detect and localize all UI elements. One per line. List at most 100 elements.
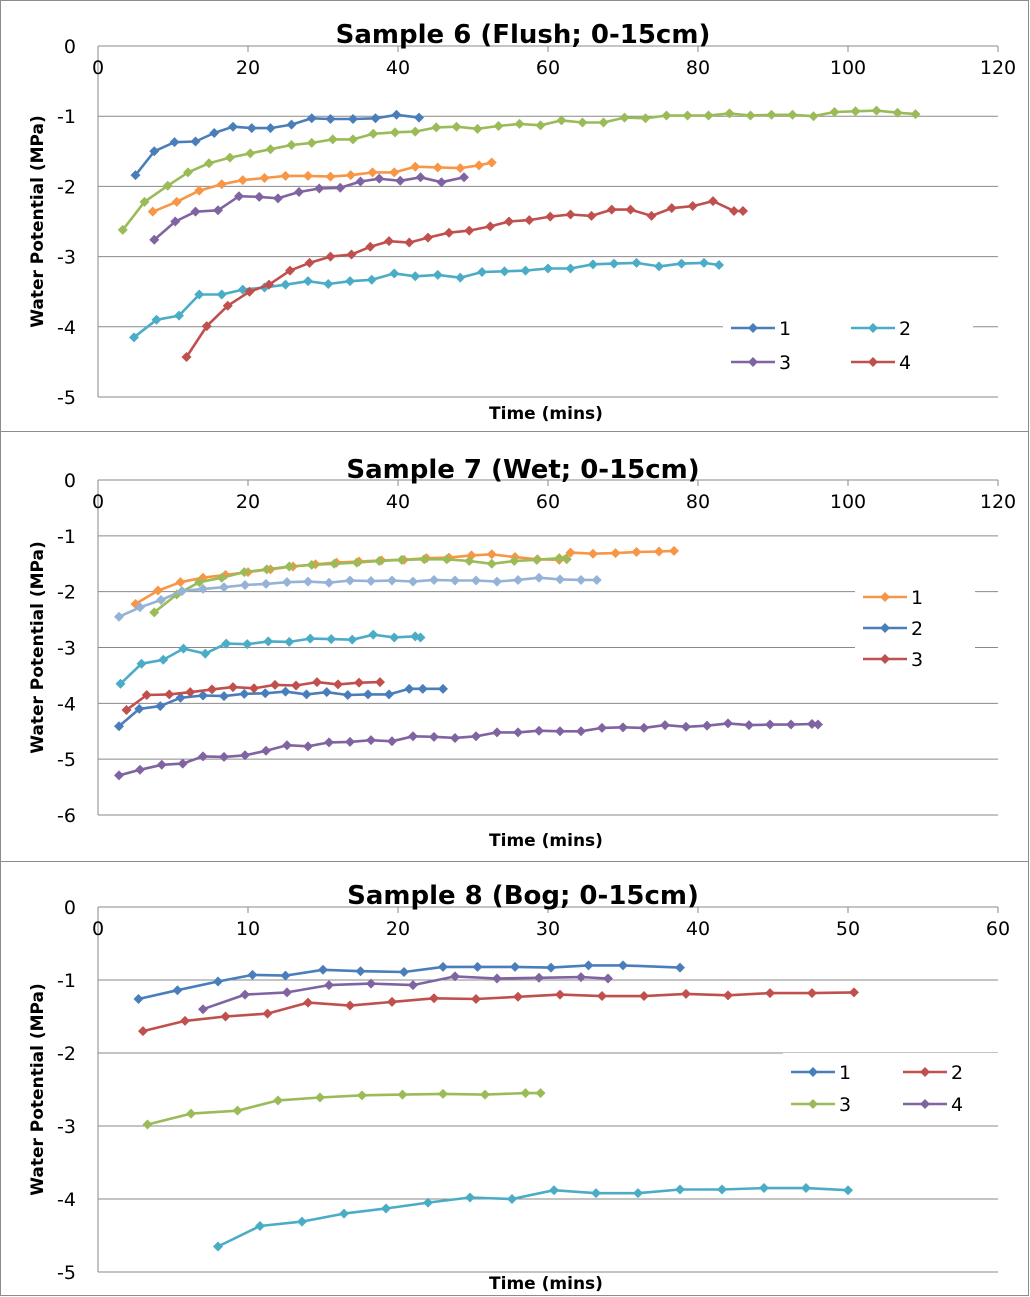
c1-data-point [175, 692, 186, 703]
c0-data-point [259, 172, 270, 183]
c0-data-point [493, 121, 504, 132]
c2-data-point [546, 962, 556, 973]
chart-svg-sample-8: 0 -1 -2 -3 -4 -5 0 10 20 30 40 50 60 Sample 8 (Bog; 0… [28, 881, 1017, 1294]
c1-data-point [175, 577, 186, 588]
c0-series-1 [130, 109, 424, 181]
c1-data-point [194, 577, 205, 588]
c1-data-point [284, 561, 295, 572]
c0-data-point [787, 109, 798, 120]
c2-data-point [232, 1105, 243, 1116]
c1-data-point [404, 683, 415, 694]
c0-data-point [485, 221, 496, 232]
c1-data-point [282, 740, 292, 751]
c1-data-point [219, 751, 229, 762]
c0-x-axis-title: Time (mins) [489, 404, 603, 424]
c2-data-point [355, 966, 366, 977]
c1-y-tick-label: -4 [57, 693, 76, 715]
c1-data-point [786, 719, 796, 730]
c0-data-point [303, 276, 313, 287]
c0-data-point [410, 271, 421, 282]
c0-legend: 1 2 3 4 [723, 308, 973, 382]
c1-data-point [415, 632, 426, 643]
c1-data-point [306, 559, 317, 570]
c0-data-point [151, 314, 162, 325]
c1-data-point [387, 736, 397, 747]
c0-data-point [139, 196, 150, 207]
c0-data-point [228, 121, 238, 132]
c1-data-point [387, 575, 397, 586]
c1-series-line [118, 576, 597, 618]
c0-data-point [201, 321, 212, 332]
c0-series-line [133, 261, 720, 339]
c1-data-point [261, 578, 271, 589]
c0-data-point [325, 114, 336, 125]
c0-data-point [327, 134, 338, 145]
c0-data-point [367, 167, 378, 178]
c0-data-point [303, 170, 313, 181]
c0-data-point [654, 261, 664, 272]
c1-data-point [509, 555, 520, 566]
c0-data-point [871, 105, 882, 116]
c1-data-point [303, 741, 313, 752]
c0-data-point [606, 204, 617, 215]
c2-x-tick-label: 40 [686, 918, 710, 940]
c0-data-point [245, 148, 256, 159]
c0-data-point [345, 276, 355, 287]
c0-data-point [414, 112, 424, 123]
c1-series-2 [114, 683, 448, 732]
c1-data-point [534, 725, 544, 736]
c1-data-point [153, 585, 163, 596]
c0-data-point [910, 109, 921, 120]
c0-data-point [345, 170, 356, 181]
c1-data-point [207, 684, 217, 695]
c1-x-tick-label: 60 [536, 491, 560, 513]
c0-data-point [609, 258, 619, 269]
c1-data-point [744, 720, 754, 731]
c0-data-point [477, 267, 487, 278]
c0-data-point [391, 109, 402, 120]
c0-data-point [254, 191, 265, 202]
c0-data-point [464, 225, 475, 236]
c0-data-point [234, 191, 244, 202]
c1-data-point [807, 718, 817, 729]
c0-data-point [543, 263, 553, 274]
c0-data-point [714, 260, 724, 271]
c0-data-point [451, 121, 462, 132]
c0-data-point [631, 257, 642, 268]
c1-data-point [660, 720, 670, 731]
c1-data-point [565, 547, 576, 558]
c1-x-tick-label: 80 [686, 491, 710, 513]
c0-data-point [676, 258, 687, 269]
c2-data-point [597, 991, 607, 1002]
c2-data-point [397, 1089, 408, 1100]
c1-x-tick-label: 120 [980, 491, 1016, 513]
c1-data-point [555, 574, 565, 585]
c2-x-tick-label: 60 [986, 918, 1010, 940]
c1-data-point [345, 736, 355, 747]
c1-x-tick-label: 100 [830, 491, 866, 513]
c1-data-point [486, 549, 497, 560]
c0-legend-background [723, 308, 973, 382]
c0-data-point [335, 182, 346, 193]
c2-data-point [639, 991, 649, 1002]
c2-data-point [297, 1216, 307, 1227]
c1-series-3 [121, 677, 385, 716]
c0-data-point [162, 180, 173, 191]
c0-y-tick-label: 0 [64, 36, 76, 58]
c1-chart-title: Sample 7 (Wet; 0-15cm) [346, 455, 699, 485]
c0-data-point [556, 115, 567, 126]
c0-data-point [190, 206, 201, 217]
c2-data-point [198, 1004, 208, 1015]
c0-data-point [619, 112, 630, 123]
c1-data-point [282, 577, 292, 588]
c2-data-point [387, 996, 397, 1007]
c1-series-unlabeled-5 [115, 629, 426, 689]
c0-data-point [265, 144, 276, 155]
c1-data-point [813, 719, 823, 730]
c2-series-line [217, 1186, 849, 1248]
c0-data-point [346, 249, 357, 260]
c1-data-point [576, 726, 586, 737]
c0-legend-label: 3 [779, 352, 791, 374]
c2-data-point [255, 1221, 265, 1232]
c0-data-point [486, 157, 497, 168]
